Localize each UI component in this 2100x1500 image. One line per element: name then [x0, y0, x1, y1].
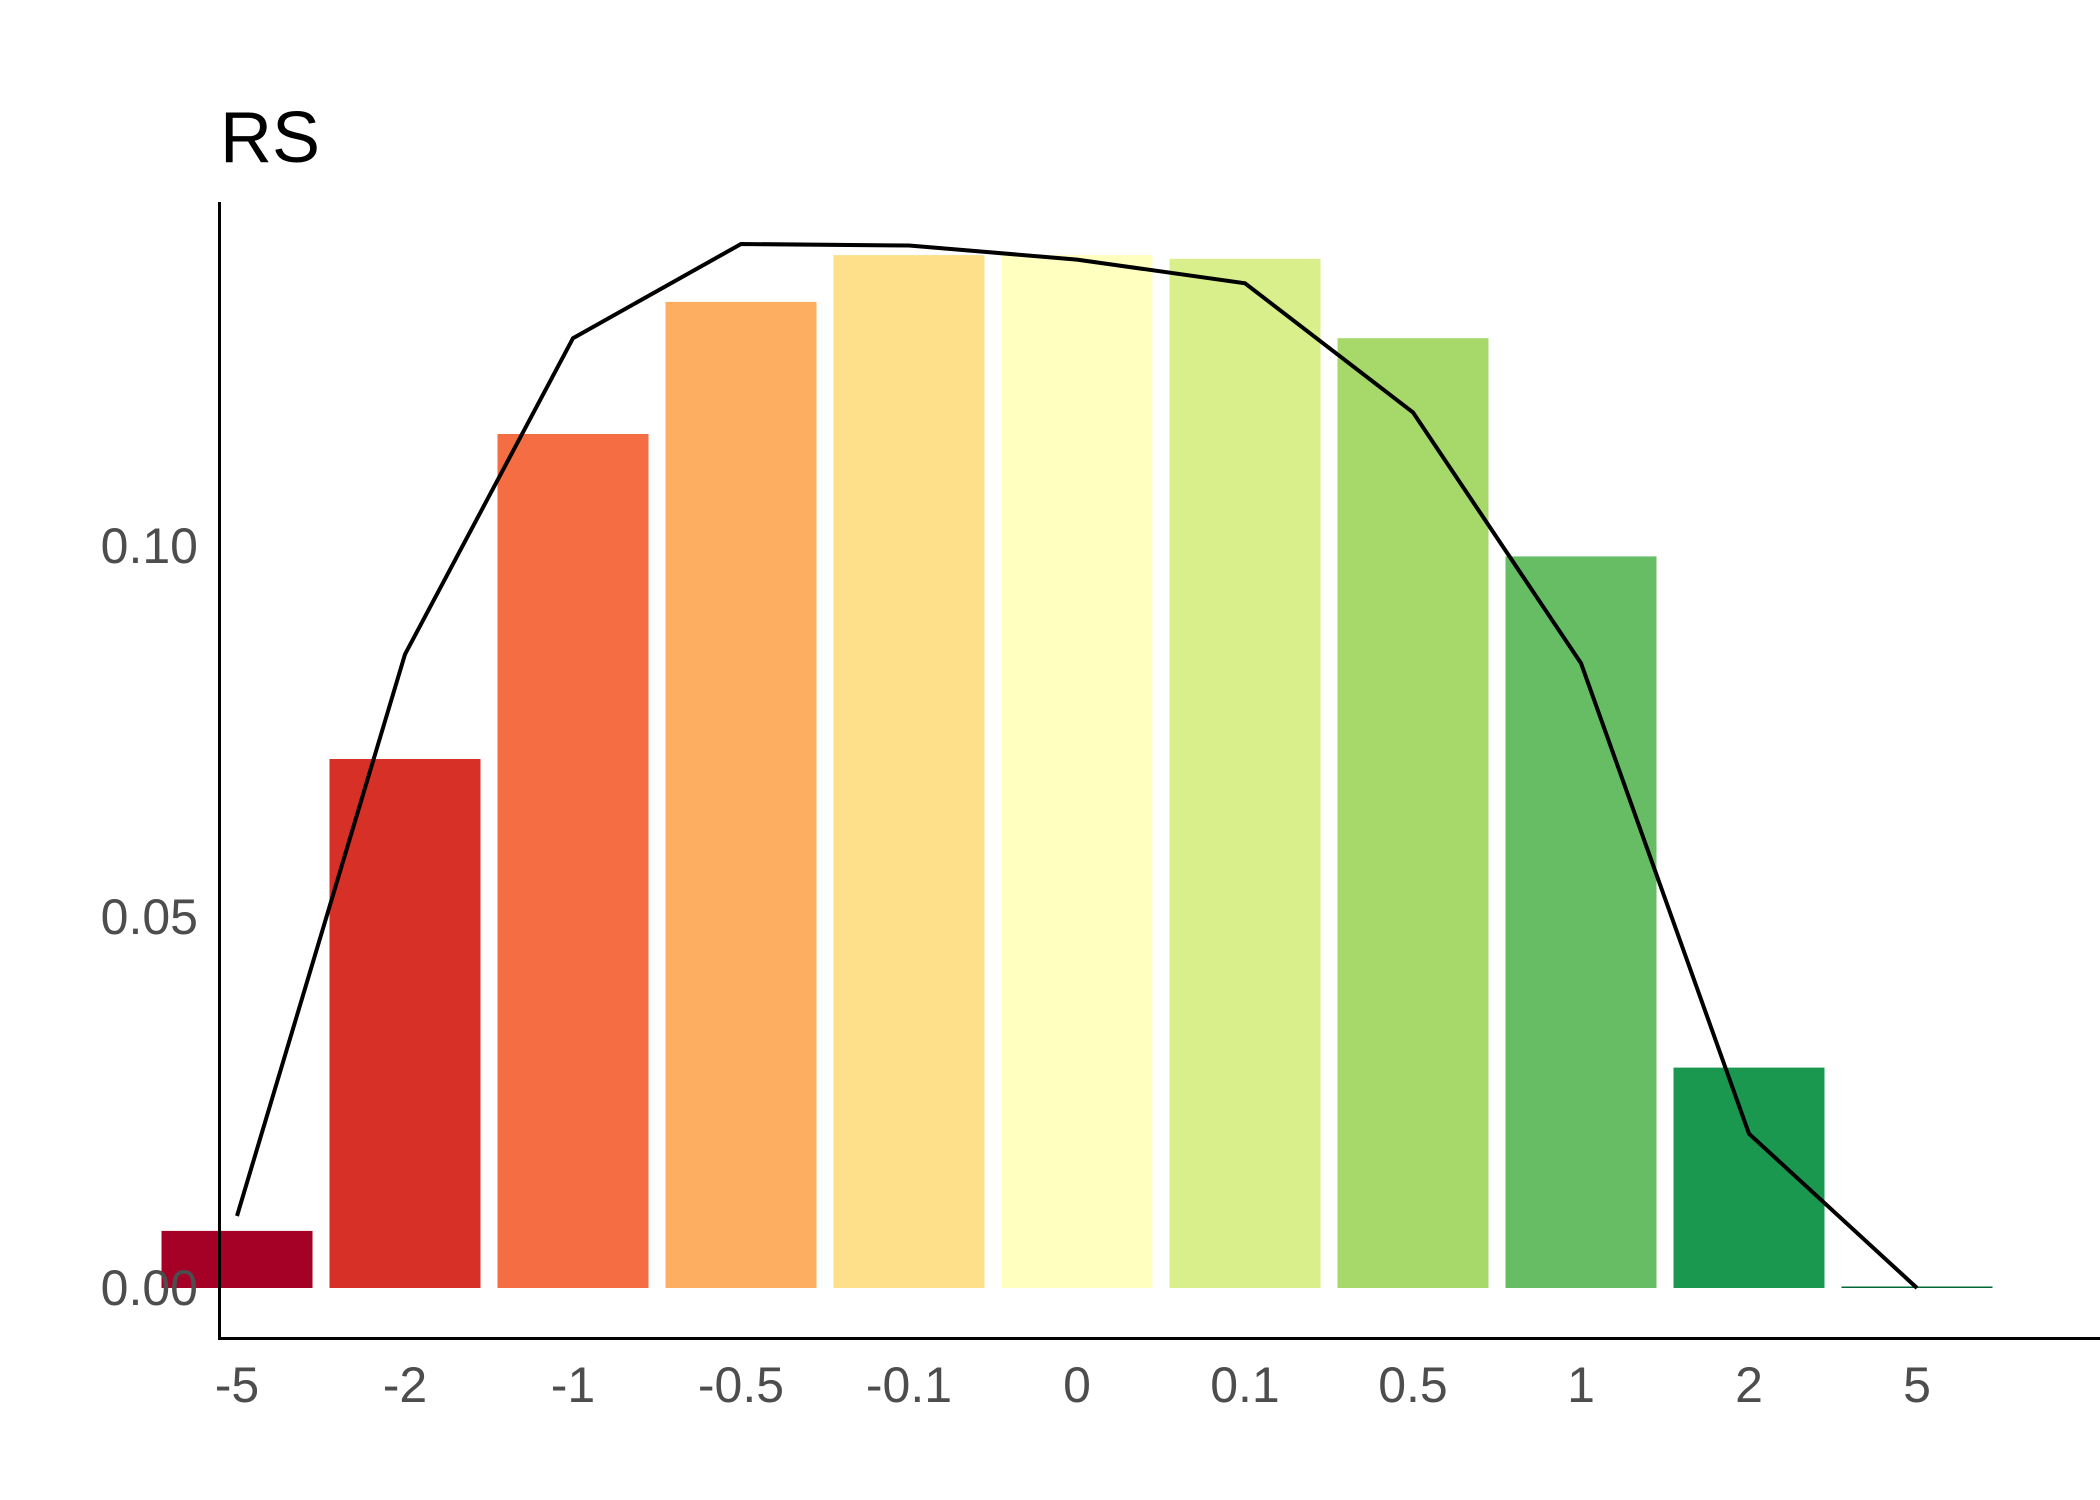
- y-tick-label-0: 0.00: [101, 1260, 198, 1316]
- x-tick-label-0: -5: [215, 1357, 259, 1413]
- y-tick-label-2: 0.10: [101, 518, 198, 574]
- x-ticks: -5 -2 -1 -0.5 -0.1 0 0.1 0.5 1 2 5: [215, 1357, 1931, 1413]
- line-layer: [235, 241, 1919, 1290]
- y-tick-label-1: 0.05: [101, 889, 198, 945]
- bars: [161, 255, 1993, 1289]
- bar-6: [1169, 258, 1321, 1288]
- density-line: [235, 241, 1919, 1290]
- bar-4: [833, 255, 985, 1289]
- x-tick-label-10: 5: [1903, 1357, 1931, 1413]
- x-tick-label-6: 0.1: [1210, 1357, 1280, 1413]
- bar-9: [1673, 1067, 1825, 1288]
- bar-0: [161, 1230, 313, 1288]
- x-tick-label-8: 1: [1567, 1357, 1595, 1413]
- y-ticks: 0.00 0.05 0.10: [101, 518, 198, 1316]
- bar-8: [1505, 556, 1657, 1288]
- bar-7: [1337, 338, 1489, 1288]
- x-tick-label-5: 0: [1063, 1357, 1091, 1413]
- x-tick-label-4: -0.1: [866, 1357, 952, 1413]
- x-tick-label-7: 0.5: [1378, 1357, 1448, 1413]
- x-tick-label-9: 2: [1735, 1357, 1763, 1413]
- bar-3: [665, 301, 817, 1288]
- x-tick-label-2: -1: [551, 1357, 595, 1413]
- x-tick-label-3: -0.5: [698, 1357, 784, 1413]
- chart-title: RS: [220, 98, 320, 178]
- bar-1: [329, 759, 481, 1288]
- x-tick-label-1: -2: [383, 1357, 427, 1413]
- bar-5: [1001, 255, 1153, 1289]
- bar-2: [497, 434, 649, 1288]
